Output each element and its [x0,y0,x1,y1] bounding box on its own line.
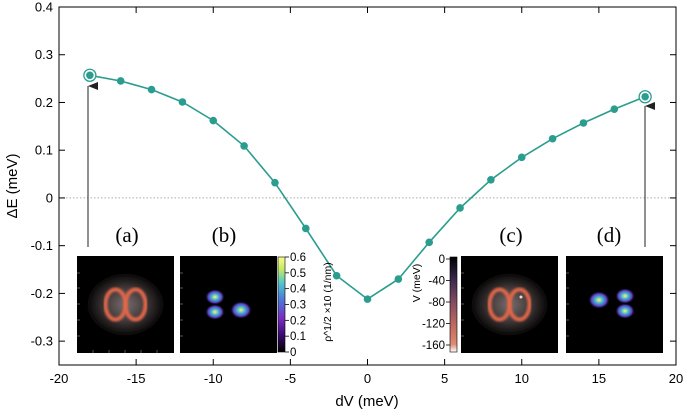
highlighted-point [86,71,94,80]
series-points [116,77,619,303]
data-point [178,98,187,106]
x-tick-label: -15 [127,371,146,386]
colorbar-density-tick-label: 0.4 [290,284,307,296]
data-point [425,238,434,247]
colorbar-density-tick-label: 0.2 [290,315,306,327]
colorbar-potential-tick-label: -120 [422,319,445,331]
colorbar-density-tick-label: 0.1 [290,331,306,343]
axis-ticks [58,6,677,365]
x-tick-label: 10 [515,371,529,386]
y-tick-label: 0.1 [35,143,53,158]
colorbar-potential-tick-label: -80 [428,297,445,309]
inset-a [77,256,174,353]
data-point [332,271,341,280]
data-point [394,275,403,283]
data-point [147,85,156,94]
panel-label-a: (a) [115,223,138,247]
data-point [240,142,248,150]
x-tick-label: 20 [669,371,683,386]
data-point [548,134,557,143]
data-point [363,295,372,303]
x-tick-label: -5 [285,371,297,386]
data-point [209,116,218,125]
data-point [487,175,495,184]
data-point [610,105,619,113]
panel-label-b: (b) [212,223,237,247]
colorbar-potential-tick-label: -160 [422,340,445,352]
inset-b [180,256,277,353]
inset-c [461,256,558,353]
data-point [302,224,310,233]
axis-tick-labels: -20 -15 -10 -5 0 5 10 15 20 0.4 0.3 0.2 0.1 0 -0.1 -0.2… [31,0,684,386]
panel-label-d: (d) [597,223,622,247]
highlighted-points [83,68,652,104]
x-tick-label: 15 [592,371,606,386]
colorbar-density-title: ρ^1/2 ×10 (1/nm) [322,262,334,341]
colorbar-density-tick-label: 0.3 [290,300,306,312]
y-tick-label: 0.4 [35,0,53,15]
y-tick-label: -0.1 [31,238,53,253]
colorbar-potential-title: V (meV) [411,264,423,303]
y-tick-label: 0.3 [35,47,53,62]
highlighted-point [641,92,649,101]
y-tick-label: -0.2 [31,286,53,301]
y-axis-title: ΔE (meV) [4,153,21,218]
x-tick-label: -20 [50,371,69,386]
colorbar-potential-tick-label: 0 [439,254,445,266]
y-tick-label: -0.3 [31,334,53,349]
data-point [116,77,125,85]
colorbar-potential-tick-label: -40 [428,276,445,288]
x-axis-title: dV (meV) [335,393,398,410]
data-point [456,204,464,212]
colorbar-potential: V (meV) 0 -40 -80 -120 -160 [411,254,458,353]
y-tick-label: 0.2 [35,95,53,110]
inset-d [566,256,663,353]
x-tick-label: 5 [441,371,448,386]
data-point [579,119,588,127]
x-tick-label: 0 [364,371,371,386]
colorbar-density-tick-label: 0.6 [290,252,306,264]
data-point [271,178,279,187]
panel-label-c: (c) [499,223,522,247]
colorbar-density: 0.6 0.5 0.4 0.3 0.2 0.1 0 ρ^1/2 ×10 (1/nm) [277,252,334,359]
colorbar-density-tick-label: 0 [290,347,296,359]
colorbar-density-tick-label: 0.5 [290,268,306,280]
data-point [517,153,526,162]
x-tick-label: -10 [204,371,223,386]
y-tick-label: 0 [46,190,53,205]
